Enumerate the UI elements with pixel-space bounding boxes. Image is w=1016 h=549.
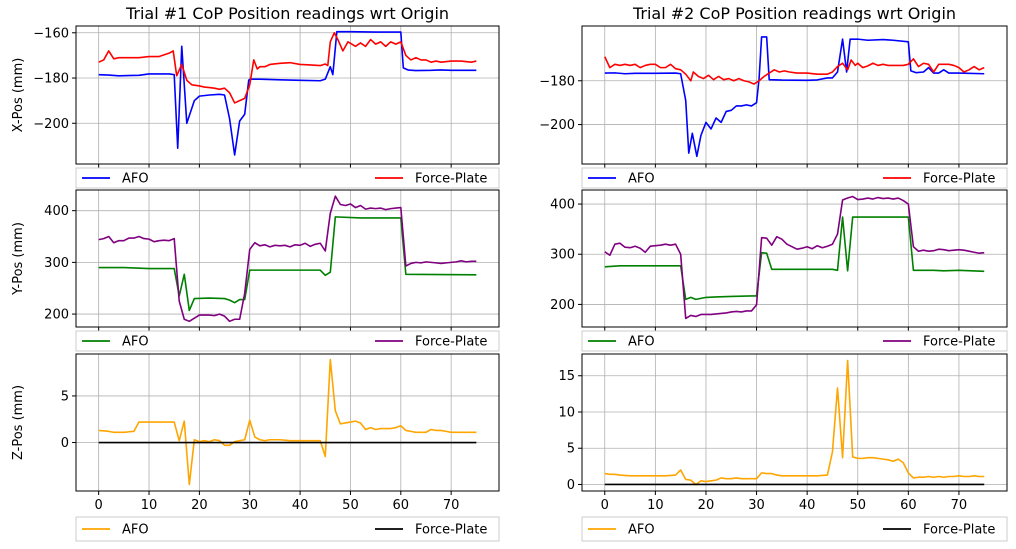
x-tick-label: 60 [900, 498, 917, 513]
y-tick-label: −180 [539, 74, 575, 89]
series-line-afo [604, 36, 985, 158]
y-tick-label: 10 [558, 405, 575, 420]
chart-panel-1: −160 −180 −200 Trial #1 CoP Position readin… [11, 4, 500, 189]
x-tick-label: 30 [748, 498, 765, 513]
series-line-force-plate [98, 195, 477, 323]
y-tick-label: 300 [550, 248, 575, 263]
y-tick-label: 200 [44, 308, 69, 323]
y-tick-label: 0 [61, 436, 69, 451]
series-group [604, 195, 985, 320]
y-axis-label: Y-Pos (mm) [11, 222, 26, 296]
y-axis-label: Z-Pos (mm) [11, 385, 26, 460]
legend-frame [75, 330, 500, 352]
series-line-afo [604, 216, 985, 301]
series-line-afo [98, 358, 477, 486]
series-line-force-plate [98, 31, 477, 104]
chart-panel-4: 200 300 400 AFO Force-Plate [550, 189, 1008, 352]
legend-label: AFO [122, 172, 149, 187]
legend-label: AFO [628, 172, 655, 187]
series-line-afo [98, 30, 477, 156]
y-tick-label: −200 [539, 118, 575, 133]
series-group [98, 30, 477, 156]
legend-label: AFO [628, 335, 655, 350]
legend-label: Force-Plate [923, 335, 995, 350]
legend-label: AFO [122, 523, 149, 538]
plot-frame [581, 353, 1008, 492]
plot-frame [75, 189, 500, 328]
y-tick-label: 400 [44, 204, 69, 219]
y-tick-label: 200 [550, 298, 575, 313]
legend-label: Force-Plate [415, 523, 487, 538]
x-tick-label: 20 [698, 498, 715, 513]
x-tick-label: 30 [241, 498, 258, 513]
chart-title: Trial #2 CoP Position readings wrt Origi… [632, 4, 956, 23]
legend-label: AFO [628, 523, 655, 538]
legend-frame [75, 167, 500, 189]
series-group [98, 358, 477, 486]
legend: AFO Force-Plate [75, 516, 500, 542]
x-tick-label: 0 [95, 498, 103, 513]
y-tick-label: −160 [33, 26, 69, 41]
legend: AFO Force-Plate [581, 330, 1008, 352]
series-line-afo [604, 359, 985, 486]
legend-label: AFO [122, 335, 149, 350]
legend-label: Force-Plate [923, 172, 995, 187]
y-tick-label: −200 [33, 117, 69, 132]
x-tick-label: 60 [393, 498, 410, 513]
legend: AFO Force-Plate [581, 167, 1008, 189]
x-tick-label: 70 [443, 498, 460, 513]
plot-frame [75, 353, 500, 492]
y-tick-label: 400 [550, 198, 575, 213]
x-tick-label: 10 [647, 498, 664, 513]
x-tick-label: 70 [951, 498, 968, 513]
series-group [604, 359, 985, 486]
x-tick-label: 40 [292, 498, 309, 513]
x-tick-label: 0 [601, 498, 609, 513]
legend-label: Force-Plate [923, 523, 995, 538]
y-tick-label: 300 [44, 256, 69, 271]
y-tick-label: −180 [33, 72, 69, 87]
x-tick-label: 50 [342, 498, 359, 513]
chart-panel-5: 500 10 20 30 40 50 60 70Z-Pos (mm)AFO Force-Plat… [11, 353, 500, 542]
series-group [98, 195, 477, 323]
chart-panel-2: −180 −200 Trial #2 CoP Position readings w… [539, 4, 1008, 189]
legend-label: Force-Plate [415, 172, 487, 187]
chart-panel-3: 200 300 400 Y-Pos (mm) AFO Force-Plate [11, 189, 500, 352]
series-line-force-plate [604, 195, 985, 320]
x-tick-label: 40 [799, 498, 816, 513]
plot-frame [581, 25, 1008, 165]
series-line-afo [98, 216, 477, 312]
y-tick-label: 0 [567, 478, 575, 493]
legend-label: Force-Plate [415, 335, 487, 350]
legend: AFO Force-Plate [75, 167, 500, 189]
series-line-force-plate [604, 56, 985, 85]
y-axis-label: X-Pos (mm) [11, 58, 26, 133]
x-tick-label: 20 [191, 498, 208, 513]
x-tick-label: 50 [849, 498, 866, 513]
series-group [604, 36, 985, 158]
legend-frame [75, 516, 500, 542]
legend-frame [581, 516, 1008, 542]
legend-frame [581, 167, 1008, 189]
y-tick-label: 5 [567, 442, 575, 457]
chart-title: Trial #1 CoP Position readings wrt Origi… [125, 4, 449, 23]
x-tick-label: 10 [141, 498, 158, 513]
legend: AFO Force-Plate [75, 330, 500, 352]
legend: AFO Force-Plate [581, 516, 1008, 542]
plot-frame [581, 189, 1008, 328]
legend-frame [581, 330, 1008, 352]
y-tick-label: 5 [61, 389, 69, 404]
y-tick-label: 15 [558, 369, 575, 384]
plot-frame [75, 25, 500, 165]
